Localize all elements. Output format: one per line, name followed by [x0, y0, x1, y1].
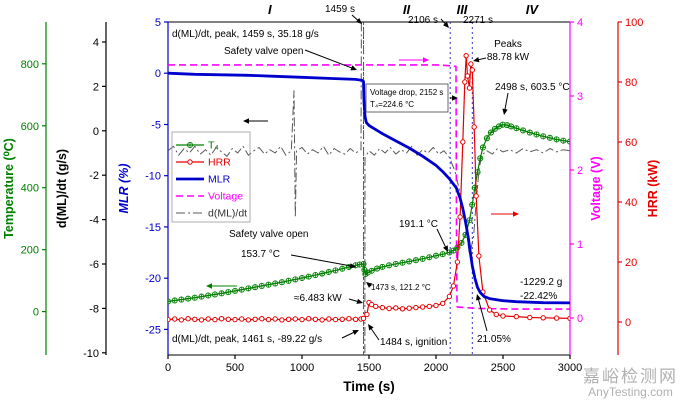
- svg-text:60: 60: [625, 137, 637, 149]
- legend-label-HRR: HRR: [208, 157, 231, 169]
- svg-text:-5: -5: [151, 120, 161, 132]
- svg-text:1500: 1500: [357, 362, 381, 374]
- svg-text:Time (s): Time (s): [343, 379, 395, 394]
- svg-text:80: 80: [625, 77, 637, 89]
- svg-text:2500: 2500: [491, 362, 515, 374]
- svg-text:3000: 3000: [558, 362, 582, 374]
- svg-text:3: 3: [577, 91, 583, 103]
- svg-text:400: 400: [21, 183, 39, 195]
- annotation-peaks: Peaks: [494, 39, 522, 50]
- axis-mlr: 5 0 -5 -10 -15 -20 -25 MLR (%): [117, 17, 168, 336]
- series-MLR: [168, 71, 570, 305]
- annotation-box-voltage-drop: [365, 83, 449, 113]
- svg-text:-4: -4: [89, 215, 99, 227]
- svg-text:0: 0: [625, 317, 631, 329]
- annotations: d(ML)/dt, peak, 1459 s, 35.18 g/s Safety …: [172, 4, 570, 348]
- annotation-valve-mid: 153.7 °C: [241, 249, 280, 260]
- annotation-dml-peak-top: d(ML)/dt, peak, 1459 s, 35.18 g/s: [172, 29, 319, 40]
- annotation-t-2106: 2106 s: [408, 15, 438, 26]
- svg-text:4: 4: [93, 37, 99, 49]
- annotation-t-1473: 1473 s, 121.2 °C: [371, 283, 431, 292]
- svg-text:-6: -6: [89, 259, 99, 271]
- annotation-valve-top: Safety valve open: [224, 46, 304, 57]
- legend-label-MLR: MLR: [208, 174, 231, 186]
- annotation-mass-loss: -1229.2 g: [520, 277, 562, 288]
- svg-text:1000: 1000: [290, 362, 314, 374]
- legend: T₄ HRR MLR Voltage d(ML)/dt: [171, 131, 251, 223]
- annotation-voltage-drop: Voltage drop, 2152 s: [370, 88, 443, 97]
- svg-text:Temperature (⁰C): Temperature (⁰C): [2, 138, 16, 239]
- svg-text:200: 200: [21, 245, 39, 257]
- svg-text:0: 0: [155, 68, 161, 80]
- axis-dmldt: 4 2 0 -2 -4 -6 -8 -10 d(ML)/dt (g/s): [55, 22, 107, 360]
- svg-text:-10: -10: [145, 171, 161, 183]
- svg-text:40: 40: [625, 197, 637, 209]
- svg-text:-15: -15: [145, 222, 161, 234]
- annotation-ignition: 1484 s, ignition: [380, 337, 447, 348]
- svg-text:500: 500: [226, 362, 244, 374]
- annotation-peaks: 88.78 kW: [487, 52, 530, 63]
- series-HRR: [168, 52, 570, 323]
- svg-text:HRR (kW): HRR (kW): [646, 160, 660, 218]
- svg-text:-8: -8: [89, 303, 99, 315]
- svg-text:4: 4: [577, 17, 583, 29]
- annotation-t-191: 191.1 °C: [399, 219, 438, 230]
- legend-label-d(ML)/dt: d(ML)/dt: [208, 208, 247, 220]
- annotation-pct-2105: 21.05%: [477, 334, 511, 345]
- svg-text:-10: -10: [83, 348, 99, 360]
- axis-x: 0 500 1000 1500 2000 2500 3000 Time (s): [165, 355, 582, 394]
- annotation-valve-mid: Safety valve open: [229, 229, 309, 240]
- svg-text:0: 0: [33, 307, 39, 319]
- svg-text:1: 1: [577, 239, 583, 251]
- legend-label-T₄: T₄: [208, 140, 219, 152]
- svg-text:0: 0: [577, 313, 583, 325]
- svg-text:0: 0: [93, 126, 99, 138]
- svg-text:20: 20: [625, 257, 637, 269]
- region-label-I: I: [268, 2, 272, 17]
- svg-text:Voltage (V): Voltage (V): [589, 156, 603, 220]
- annotation-hrr-6483: ≈6.483 kW: [294, 293, 342, 304]
- svg-text:100: 100: [625, 17, 643, 29]
- series-dMLdt: [168, 22, 570, 355]
- svg-text:-20: -20: [145, 273, 161, 285]
- svg-text:2: 2: [577, 165, 583, 177]
- svg-text:2: 2: [93, 81, 99, 93]
- svg-text:5: 5: [155, 17, 161, 29]
- region-label-III: III: [457, 2, 468, 17]
- svg-text:-25: -25: [145, 324, 161, 336]
- annotation-t-2271: 2271 s: [463, 15, 493, 26]
- series-Voltage: [168, 64, 570, 310]
- svg-text:800: 800: [21, 59, 39, 71]
- annotation-t-1459: 1459 s: [325, 4, 355, 15]
- axis-temperature: 0 200 400 600 800 Temperature (⁰C): [2, 22, 47, 355]
- svg-text:0: 0: [165, 362, 171, 374]
- region-label-IV: IV: [526, 2, 540, 17]
- annotation-t-2498: 2498 s, 603.5 °C: [495, 82, 570, 93]
- svg-text:-2: -2: [89, 170, 99, 182]
- annotation-voltage-drop: T₄=224.6 °C: [370, 100, 414, 109]
- svg-text:2000: 2000: [424, 362, 448, 374]
- legend-label-Voltage: Voltage: [208, 191, 243, 203]
- annotation-dml-peak-bot: d(ML)/dt, peak, 1461 s, -89.22 g/s: [172, 334, 322, 345]
- svg-text:600: 600: [21, 121, 39, 133]
- annotation-mass-loss: -22.42%: [520, 291, 557, 302]
- axis-hrr: 0 20 40 60 80 100 HRR (kW): [617, 17, 660, 355]
- svg-text:d(ML)/dt (g/s): d(ML)/dt (g/s): [55, 149, 69, 228]
- region-label-II: II: [403, 2, 411, 17]
- axis-voltage: 0 1 2 3 4 Voltage (V): [570, 17, 603, 325]
- svg-text:MLR (%): MLR (%): [117, 164, 131, 214]
